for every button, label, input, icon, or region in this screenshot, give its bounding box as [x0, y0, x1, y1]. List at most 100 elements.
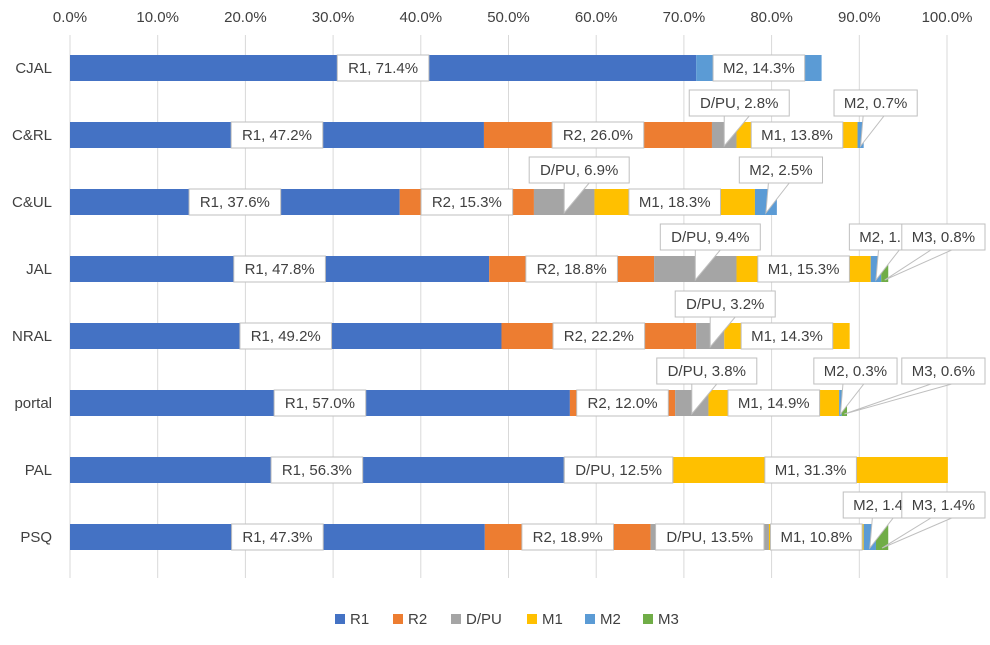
data-label-box	[628, 188, 721, 216]
data-label-box	[551, 121, 645, 149]
legend-label: M3	[658, 611, 679, 628]
data-label: M2, 2.5%	[749, 162, 812, 179]
x-tick-label: 50.0%	[487, 9, 530, 26]
data-label-box	[740, 322, 834, 350]
bar-segment-m2	[839, 390, 842, 416]
bar-segment-m2	[870, 256, 882, 282]
legend-swatch-r1	[335, 614, 345, 624]
category-label: CJAL	[15, 60, 52, 77]
data-label-box	[750, 121, 844, 149]
category-label: C&RL	[12, 127, 52, 144]
data-label: D/PU, 13.5%	[666, 529, 753, 546]
data-label-box	[552, 322, 646, 350]
x-tick-label: 10.0%	[136, 9, 179, 26]
data-label: M1, 14.3%	[751, 328, 823, 345]
x-tick-label: 80.0%	[750, 9, 793, 26]
data-label: R1, 56.3%	[282, 462, 352, 479]
data-label: M1, 18.3%	[639, 194, 711, 211]
data-label-box	[764, 456, 857, 484]
label-callout	[881, 517, 952, 549]
data-label-box	[901, 223, 986, 251]
data-label-box	[674, 290, 776, 318]
data-label: M1, 10.8%	[780, 529, 852, 546]
data-label: M1, 13.8%	[761, 127, 833, 144]
data-label: R2, 15.3%	[432, 194, 502, 211]
data-label: M1, 15.3%	[768, 261, 840, 278]
category-label: PAL	[25, 462, 52, 479]
legend-label: R2	[408, 611, 427, 628]
legend-label: M1	[542, 611, 563, 628]
legend-label: D/PU	[466, 611, 502, 628]
data-label: R2, 22.2%	[564, 328, 634, 345]
data-label: D/PU, 9.4%	[671, 229, 749, 246]
data-label: M1, 31.3%	[775, 462, 847, 479]
legend-swatch-m3	[643, 614, 653, 624]
label-callout	[859, 115, 885, 148]
data-label-box	[656, 357, 758, 385]
data-label: M2, 0.3%	[824, 363, 887, 380]
data-label-box	[230, 121, 324, 149]
data-label-box	[233, 255, 326, 283]
data-label-box	[420, 188, 514, 216]
data-label-box	[712, 54, 806, 82]
category-label: portal	[14, 395, 52, 412]
data-label: R1, 47.3%	[242, 529, 312, 546]
data-label: M3, 1.4%	[912, 497, 975, 514]
data-label-box	[833, 89, 918, 117]
data-label: M2, 1.4%	[853, 497, 916, 514]
category-label: PSQ	[20, 529, 52, 546]
data-label: M3, 0.6%	[912, 363, 975, 380]
category-label: C&UL	[12, 194, 52, 211]
bar-segment-m2	[857, 122, 864, 148]
data-label-box	[770, 523, 863, 551]
data-label-box	[688, 89, 790, 117]
data-label-box	[738, 156, 823, 184]
data-label-box	[270, 456, 364, 484]
data-label: M3, 0.8%	[912, 229, 975, 246]
x-tick-label: 0.0%	[53, 9, 87, 26]
data-label-box	[659, 223, 761, 251]
x-tick-label: 60.0%	[575, 9, 618, 26]
x-tick-label: 90.0%	[838, 9, 881, 26]
x-tick-label: 100.0%	[922, 9, 973, 26]
x-tick-label: 70.0%	[663, 9, 706, 26]
data-label: R2, 12.0%	[587, 395, 657, 412]
x-tick-label: 20.0%	[224, 9, 267, 26]
data-label-box	[239, 322, 333, 350]
data-label: R1, 47.2%	[242, 127, 312, 144]
data-label: D/PU, 2.8%	[700, 95, 778, 112]
legend-label: R1	[350, 611, 369, 628]
data-label: M2, 14.3%	[723, 60, 795, 77]
data-label: R1, 37.6%	[200, 194, 270, 211]
data-label-box	[231, 523, 324, 551]
data-label-box	[813, 357, 898, 385]
data-label-box	[273, 389, 367, 417]
data-label-box	[727, 389, 821, 417]
data-label: R2, 18.9%	[533, 529, 603, 546]
data-label: R2, 26.0%	[563, 127, 633, 144]
data-label-box	[528, 156, 630, 184]
data-label-box	[655, 523, 765, 551]
data-label-box	[563, 456, 674, 484]
category-label: JAL	[26, 261, 52, 278]
data-label: D/PU, 3.2%	[686, 296, 764, 313]
data-label: D/PU, 3.8%	[668, 363, 746, 380]
category-label: NRAL	[12, 328, 52, 345]
legend-swatch-m2	[585, 614, 595, 624]
data-label: M2, 0.7%	[844, 95, 907, 112]
data-label-box	[757, 255, 850, 283]
legend-swatch-dpu	[451, 614, 461, 624]
data-label-box	[576, 389, 669, 417]
data-label-box	[901, 491, 986, 519]
data-label-box	[901, 357, 986, 385]
data-label: R1, 47.8%	[245, 261, 315, 278]
data-label-box	[188, 188, 282, 216]
legend-swatch-m1	[527, 614, 537, 624]
data-label: D/PU, 6.9%	[540, 162, 618, 179]
x-tick-label: 30.0%	[312, 9, 355, 26]
data-label: R1, 71.4%	[348, 60, 418, 77]
label-callout	[765, 182, 791, 215]
legend-swatch-r2	[393, 614, 403, 624]
